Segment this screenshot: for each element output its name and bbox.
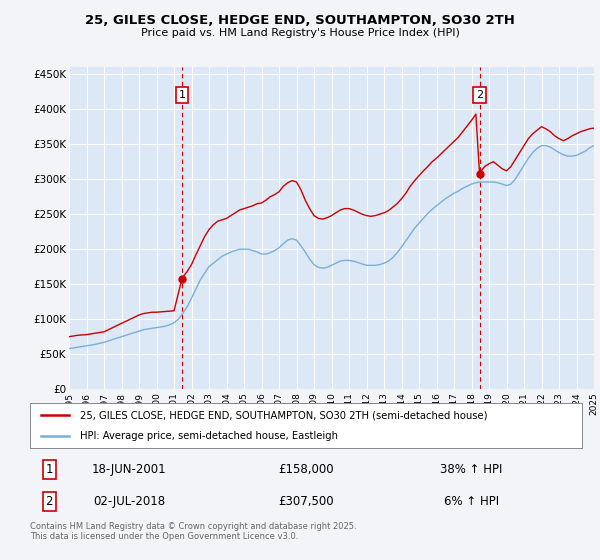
Text: 2: 2 [46,496,53,508]
Text: Contains HM Land Registry data © Crown copyright and database right 2025.
This d: Contains HM Land Registry data © Crown c… [30,522,356,542]
Text: 38% ↑ HPI: 38% ↑ HPI [440,463,503,476]
Text: 25, GILES CLOSE, HEDGE END, SOUTHAMPTON, SO30 2TH (semi-detached house): 25, GILES CLOSE, HEDGE END, SOUTHAMPTON,… [80,410,487,421]
Text: 2: 2 [476,90,483,100]
Text: 6% ↑ HPI: 6% ↑ HPI [444,496,499,508]
Text: 18-JUN-2001: 18-JUN-2001 [92,463,167,476]
Text: HPI: Average price, semi-detached house, Eastleigh: HPI: Average price, semi-detached house,… [80,431,338,441]
Text: 1: 1 [179,90,185,100]
Text: 02-JUL-2018: 02-JUL-2018 [93,496,166,508]
Text: £158,000: £158,000 [278,463,334,476]
Text: Price paid vs. HM Land Registry's House Price Index (HPI): Price paid vs. HM Land Registry's House … [140,28,460,38]
Text: 25, GILES CLOSE, HEDGE END, SOUTHAMPTON, SO30 2TH: 25, GILES CLOSE, HEDGE END, SOUTHAMPTON,… [85,14,515,27]
Text: £307,500: £307,500 [278,496,334,508]
Text: 1: 1 [46,463,53,476]
